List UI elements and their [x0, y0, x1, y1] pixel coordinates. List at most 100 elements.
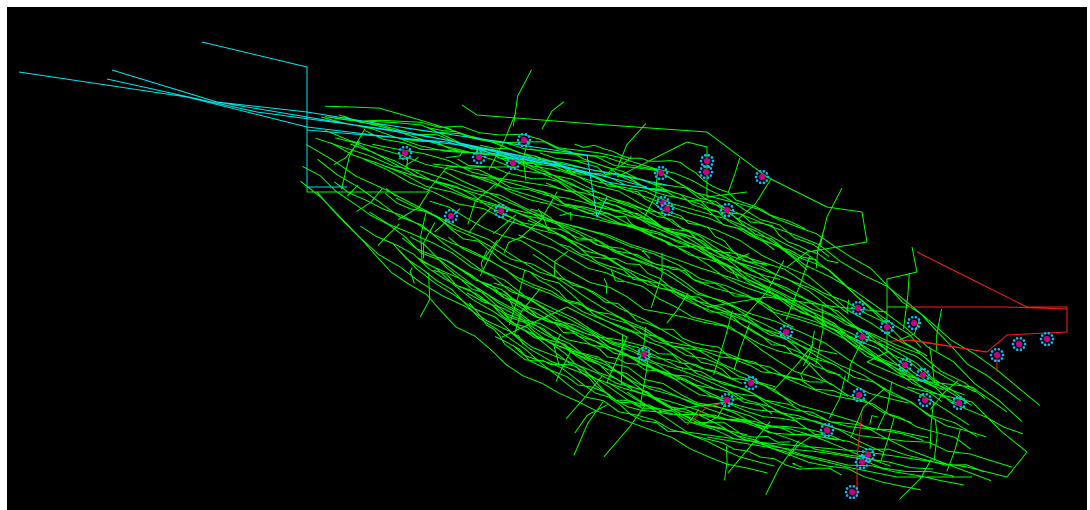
node-ring-dot	[706, 176, 710, 180]
node-core	[854, 304, 862, 312]
node-ring-dot	[861, 310, 865, 313]
crosscut-line	[565, 375, 603, 420]
crosscut-line	[899, 318, 921, 341]
node-ring-dot	[951, 401, 955, 405]
node-ring-dot	[865, 464, 869, 467]
node-core	[921, 396, 929, 404]
crosscut-line	[676, 366, 684, 370]
node-core	[401, 149, 409, 157]
node-ring-dot	[1039, 337, 1043, 341]
node-ring-dot	[665, 171, 669, 175]
node-ring-dot	[762, 169, 766, 173]
node-ring-dot	[926, 377, 930, 380]
node-ring-dot	[860, 453, 864, 457]
node-ring-dot	[901, 369, 905, 373]
crosscut-line	[802, 330, 815, 367]
node-core	[1015, 340, 1023, 348]
node-ring-dot	[398, 148, 402, 151]
crosscut-line	[702, 397, 729, 426]
node-ring-dot	[700, 156, 704, 159]
node-ring-dot	[901, 357, 905, 361]
node-ring-dot	[744, 385, 748, 388]
node-ring-dot	[657, 165, 661, 169]
node-ring-dot	[758, 169, 762, 173]
station-marker-icon	[951, 395, 967, 411]
crosscut-line	[397, 190, 430, 221]
node-ring-dot	[497, 215, 501, 219]
node-ring-dot	[865, 339, 869, 342]
node-ring-dot	[520, 132, 524, 136]
node-ring-dot	[702, 164, 706, 168]
crosscut-line	[785, 256, 810, 320]
crosscut-line	[689, 408, 699, 422]
node-ring-dot	[720, 205, 724, 208]
node-ring-dot	[637, 349, 641, 352]
node-ring-dot	[755, 179, 759, 182]
node-ring-dot	[743, 381, 747, 385]
crosscut-line	[541, 101, 565, 130]
node-ring-dot	[823, 434, 827, 438]
crosscut-line	[643, 170, 658, 220]
node-ring-dot	[505, 161, 509, 165]
node-ring-dot	[890, 329, 894, 332]
node-ring-dot	[730, 212, 734, 215]
tunnel-line	[335, 137, 833, 365]
node-ring-dot	[700, 163, 704, 166]
node-ring-dot	[997, 347, 1001, 351]
tunnel-line	[330, 142, 965, 396]
station-marker-icon	[653, 165, 669, 181]
node-ring-dot	[656, 205, 660, 208]
structure-line	[786, 206, 868, 268]
crosscut-line	[815, 229, 825, 269]
node-ring-dot	[506, 165, 510, 168]
node-ring-dot	[655, 201, 659, 205]
node-ring-dot	[727, 404, 731, 408]
node-ring-dot	[789, 327, 793, 330]
node-ring-dot	[862, 306, 866, 310]
crosscut-line	[846, 299, 850, 315]
node-ring-dot	[820, 425, 824, 428]
node-ring-dot	[921, 404, 925, 408]
map-viewport[interactable]	[7, 7, 1087, 510]
node-core	[475, 153, 483, 161]
node-core	[782, 328, 790, 336]
node-ring-dot	[723, 214, 727, 218]
node-ring-dot	[663, 213, 667, 217]
station-marker-icon	[743, 375, 759, 391]
crosscut-line	[484, 239, 498, 261]
node-ring-dot	[862, 390, 866, 393]
structure-line	[706, 296, 888, 313]
node-ring-dot	[845, 487, 849, 490]
node-ring-dot	[504, 206, 508, 209]
crosscut-line	[409, 267, 415, 284]
crosscut-line	[508, 269, 526, 326]
node-ring-dot	[858, 312, 862, 316]
node-ring-dot	[659, 207, 663, 211]
node-ring-dot	[501, 203, 505, 207]
crosscut-line	[903, 272, 910, 329]
node-ring-dot	[720, 212, 724, 215]
crosscut-line	[503, 235, 524, 254]
node-ring-dot	[854, 335, 858, 339]
node-ring-dot	[405, 157, 409, 161]
node-ring-dot	[1011, 342, 1015, 346]
node-core	[993, 351, 1001, 359]
crosscut-line	[574, 404, 608, 434]
node-ring-dot	[517, 135, 521, 138]
crosscut-line	[467, 184, 495, 225]
node-ring-dot	[494, 206, 498, 209]
crosscut-line	[494, 171, 511, 189]
node-ring-dot	[520, 144, 524, 148]
tunnel-line	[497, 157, 930, 383]
node-ring-dot	[647, 356, 651, 359]
crosscut-line	[445, 150, 464, 159]
crosscut-line	[850, 387, 886, 438]
node-ring-dot	[918, 402, 922, 405]
crosscut-line	[880, 417, 895, 461]
node-ring-dot	[765, 172, 769, 175]
crosscut-line	[377, 223, 400, 246]
node-ring-dot	[1043, 331, 1047, 335]
network-diagram[interactable]	[7, 7, 1087, 510]
node-ring-dot	[864, 447, 868, 451]
tunnel-line	[533, 189, 739, 280]
